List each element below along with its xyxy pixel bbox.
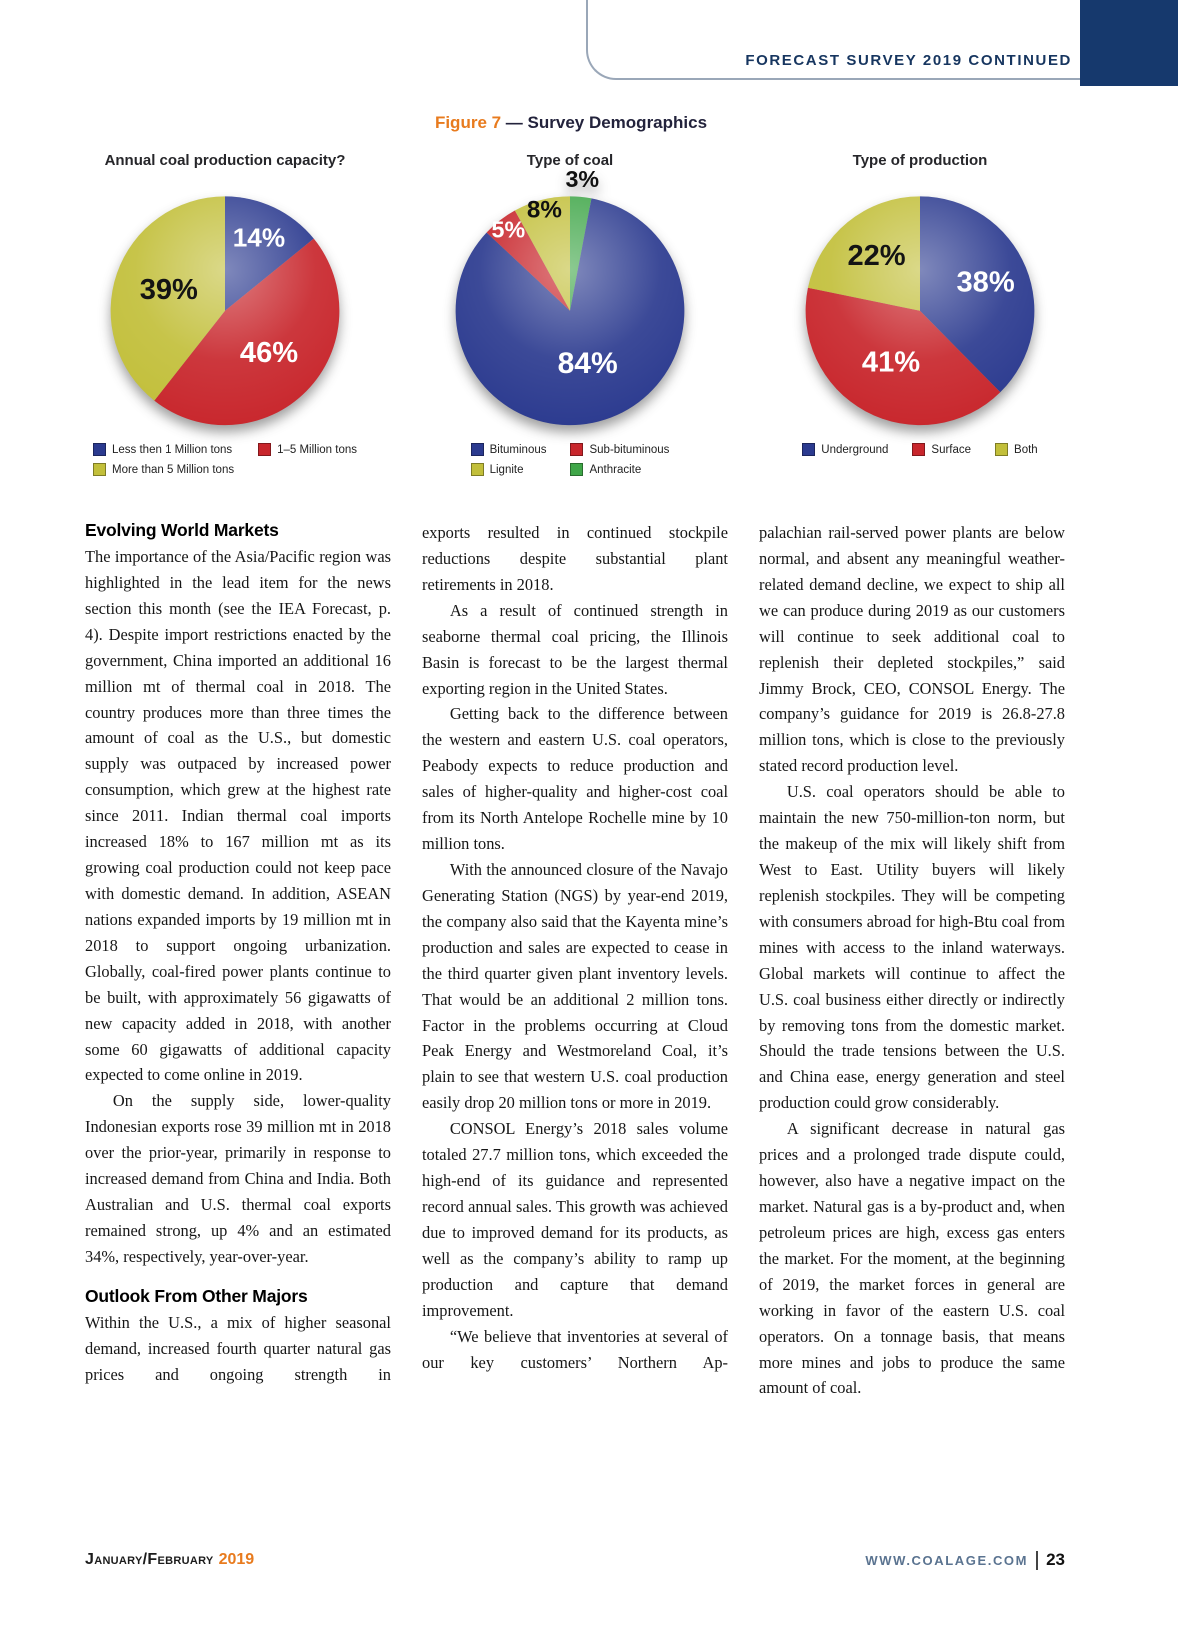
paragraph: Getting back to the difference between t…: [422, 704, 728, 854]
pie-slice-label: 46%: [240, 337, 298, 369]
pie-slice-label: 22%: [847, 240, 905, 272]
footer-right: WWW.COALAGE.COM 23: [865, 1550, 1065, 1570]
legend-item: Both: [995, 443, 1038, 456]
pie-svg: 38% 41% 22%: [805, 196, 1035, 426]
chart-title: Type of production: [852, 152, 988, 169]
legend-item: Underground: [802, 443, 888, 456]
legend-swatch: [570, 443, 584, 456]
figure-label: Figure 7: [434, 113, 502, 132]
figure-title: — Survey Demographics: [501, 113, 708, 132]
chart-legend: Underground Surface Both: [802, 443, 1038, 456]
section-heading-outlook-from-other-majors: Outlook From Other Majors: [85, 1285, 308, 1306]
legend-item: Bituminous: [470, 443, 547, 456]
pie-holder: 38% 41% 22%: [794, 177, 1046, 429]
legend-swatch: [93, 463, 106, 476]
legend-item: Anthracite: [570, 463, 669, 476]
legend-swatch: [470, 443, 484, 456]
pie-slice-label: 39%: [140, 274, 198, 306]
legend-item: 1–5 Million tons: [258, 443, 357, 456]
legend-label: Underground: [821, 443, 889, 456]
legend-item: Surface: [912, 443, 971, 456]
footer-year: 2019: [218, 1551, 255, 1568]
legend-swatch: [470, 463, 484, 476]
legend-label: Both: [1014, 443, 1038, 456]
legend-swatch: [570, 463, 584, 476]
pie-gloss: [110, 196, 340, 426]
page-footer: January/February 2019 WWW.COALAGE.COM 23: [85, 1550, 1065, 1570]
pie-slice-label: 38%: [957, 267, 1015, 299]
legend-label: Anthracite: [589, 463, 642, 476]
chart-title: Type of coal: [526, 152, 614, 169]
legend-swatch: [93, 443, 106, 456]
pie-chart-type-of-production: Type of production 38% 41% 22% Underground…: [755, 152, 1085, 456]
pie-slice-label: 5%: [492, 216, 526, 242]
footer-issue-date: January/February 2019: [85, 1551, 254, 1569]
paragraph: exports resulted in continued stockpile …: [422, 523, 728, 594]
chart-title: Annual coal production capacity?: [104, 152, 346, 169]
legend-item: Sub-bituminous: [570, 443, 669, 456]
figure-caption: Figure 7 — Survey Demographics: [435, 113, 707, 133]
pie-slice-label: 14%: [233, 222, 285, 252]
section-heading-evolving-world-markets: Evolving World Markets: [85, 520, 279, 540]
legend-swatch: [912, 443, 926, 456]
paragraph: “We believe that inventories at several …: [422, 1326, 728, 1372]
paragraph: A significant decrease in natural gas pr…: [759, 1119, 1065, 1398]
article-columns: Evolving World Markets The importance of…: [85, 520, 1065, 1401]
pie-chart-type-of-coal: Type of coal 3% 84% 5% 8% Bituminous Sub-bit…: [405, 152, 735, 476]
pie-holder: 14% 46% 39%: [99, 177, 351, 429]
header-corner-block: [1080, 0, 1178, 86]
legend-swatch: [995, 443, 1009, 456]
legend-label: Bituminous: [489, 443, 547, 456]
paragraph: U.S. coal operators should be able to ma…: [759, 782, 1065, 1113]
pie-chart-production-capacity: Annual coal production capacity? 14% 46% 3…: [60, 152, 390, 476]
paragraph: Within the U.S., a mix of higher seasona…: [85, 1312, 391, 1384]
footer-page-number: 23: [1046, 1550, 1065, 1569]
legend-label: Lignite: [489, 463, 524, 476]
pie-slice-label: 8%: [527, 196, 562, 223]
chart-legend: Less then 1 Million tons 1–5 Million tons…: [93, 443, 357, 476]
pie-slice-label: 84%: [558, 347, 618, 380]
pie-holder: 3% 84% 5% 8%: [444, 166, 696, 429]
paragraph: CONSOL Energy’s 2018 sales volume totale…: [422, 1119, 728, 1320]
legend-label: Less then 1 Million tons: [112, 443, 233, 456]
page-header-title: FORECAST SURVEY 2019 CONTINUED: [745, 52, 1072, 69]
legend-item: Less then 1 Million tons: [93, 443, 234, 456]
legend-item: More than 5 Million tons: [93, 463, 234, 476]
header-rule: FORECAST SURVEY 2019 CONTINUED: [586, 0, 1080, 80]
pie-svg: 14% 46% 39%: [110, 196, 340, 426]
paragraph: The importance of the Asia/Pacific regio…: [85, 547, 391, 1085]
column-2: exports resulted in continued stockpile …: [422, 520, 728, 1401]
footer-website: WWW.COALAGE.COM: [865, 1552, 1029, 1568]
pie-slice-label: 3%: [566, 166, 600, 192]
legend-swatch: [802, 443, 816, 456]
column-1: Evolving World Markets The importance of…: [85, 520, 391, 1401]
paragraph: As a result of continued strength in sea…: [422, 600, 728, 698]
legend-label: More than 5 Million tons: [112, 463, 235, 476]
paragraph: palachian rail-served power plants are b…: [759, 523, 1065, 776]
legend-label: Sub-bituminous: [589, 443, 670, 456]
pie-slice-label: 41%: [862, 347, 920, 379]
legend-swatch: [258, 443, 272, 456]
legend-item: Lignite: [470, 463, 547, 476]
paragraph: On the supply side, lower-quality Indone…: [85, 1091, 391, 1266]
pie-gloss: [455, 196, 685, 426]
legend-label: 1–5 Million tons: [277, 443, 357, 456]
pie-gloss: [805, 196, 1035, 426]
pie-svg: 3% 84% 5%8%: [455, 166, 685, 426]
column-3: palachian rail-served power plants are b…: [759, 520, 1065, 1401]
footer-issue-label: January/February: [85, 1551, 214, 1568]
paragraph: With the announced closure of the Navajo…: [422, 859, 728, 1113]
chart-legend: Bituminous Sub-bituminous Lignite Anthracit…: [470, 443, 669, 476]
footer-divider: [1036, 1550, 1039, 1570]
legend-label: Surface: [931, 443, 972, 456]
